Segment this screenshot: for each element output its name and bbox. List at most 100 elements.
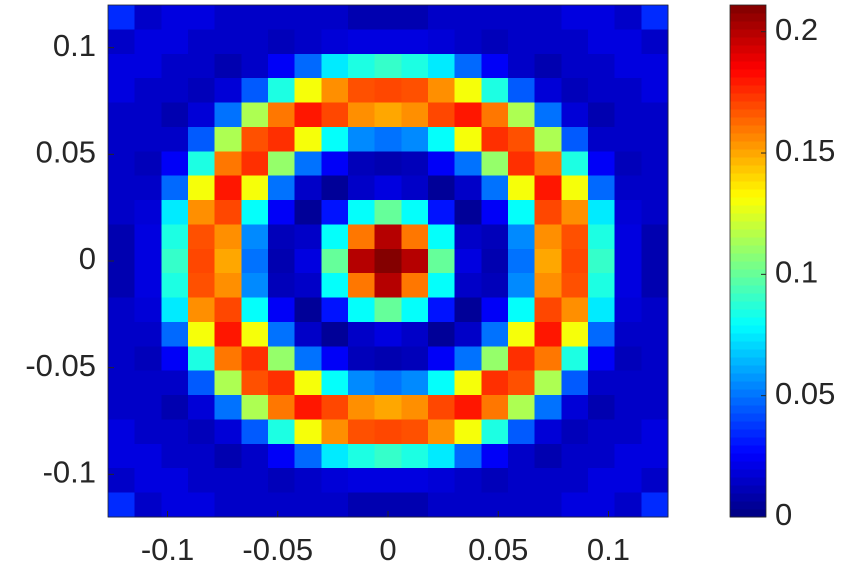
heatmap-cell — [588, 443, 616, 469]
heatmap-cell — [161, 419, 189, 445]
heatmap-cell — [454, 468, 482, 494]
heatmap-cell — [134, 321, 162, 347]
heatmap-cell — [561, 273, 589, 299]
heatmap-cell — [454, 297, 482, 323]
heatmap-cell — [481, 53, 509, 79]
heatmap-cell — [588, 248, 616, 274]
heatmap-cell — [561, 443, 589, 469]
heatmap-cell — [294, 151, 322, 177]
colorbar-band — [730, 197, 766, 206]
heatmap-cell — [561, 346, 589, 372]
heatmap-cell — [534, 468, 562, 494]
heatmap-cell — [428, 297, 456, 323]
heatmap-cell — [321, 419, 349, 445]
heatmap-cell — [454, 273, 482, 299]
heatmap-cell — [214, 151, 242, 177]
colorbar-band — [730, 53, 766, 62]
heatmap-cell — [108, 492, 136, 518]
heatmap-cell — [294, 321, 322, 347]
heatmap-cell — [534, 370, 562, 396]
heatmap-cell — [134, 53, 162, 79]
heatmap-cell — [374, 151, 402, 177]
heatmap-cell — [588, 321, 616, 347]
colorbar-band — [730, 373, 766, 382]
heatmap-cell — [161, 395, 189, 420]
heatmap-cell — [134, 151, 162, 177]
heatmap-cell — [508, 175, 536, 201]
heatmap-cell — [401, 29, 429, 55]
heatmap-cell — [161, 273, 189, 299]
heatmap-cell — [401, 126, 429, 152]
colorbar-band — [730, 173, 766, 182]
colorbar-band — [730, 93, 766, 102]
heatmap-cell — [161, 297, 189, 323]
heatmap-cell — [454, 53, 482, 79]
heatmap-cell — [641, 5, 669, 30]
heatmap-cell — [161, 370, 189, 396]
heatmap-cell — [561, 126, 589, 152]
heatmap-cell — [401, 5, 429, 30]
heatmap-cell — [241, 297, 269, 323]
colorbar-band — [730, 181, 766, 190]
heatmap-cell — [134, 297, 162, 323]
heatmap-cell — [454, 126, 482, 152]
heatmap-cell — [561, 224, 589, 250]
heatmap-cell — [108, 321, 136, 347]
heatmap-cell — [401, 248, 429, 274]
heatmap-cell — [188, 78, 216, 104]
heatmap-cell — [188, 224, 216, 250]
heatmap-cell — [214, 321, 242, 347]
heatmap-cell — [428, 175, 456, 201]
heatmap-cell — [321, 126, 349, 152]
heatmap-cell — [161, 151, 189, 177]
colorbar-band — [730, 157, 766, 166]
heatmap-cell — [614, 126, 642, 152]
heatmap-cell — [188, 346, 216, 372]
colorbar-band — [730, 45, 766, 54]
colorbar-band — [730, 349, 766, 358]
heatmap-cell — [561, 419, 589, 445]
heatmap-cell — [214, 200, 242, 225]
heatmap-cell — [508, 297, 536, 323]
heatmap-cell — [614, 492, 642, 518]
heatmap-cell — [401, 53, 429, 79]
heatmap-cell — [428, 151, 456, 177]
heatmap-cell — [508, 29, 536, 55]
heatmap-cell — [321, 5, 349, 30]
heatmap-cell — [294, 175, 322, 201]
heatmap-cell — [321, 53, 349, 79]
heatmap-cell — [534, 419, 562, 445]
heatmap-cell — [294, 53, 322, 79]
heatmap-cell — [214, 468, 242, 494]
heatmap-cell — [641, 78, 669, 104]
colorbar-band — [730, 445, 766, 454]
heatmap-cell — [481, 395, 509, 420]
heatmap-cell — [241, 492, 269, 518]
heatmap-cell — [214, 29, 242, 55]
heatmap-cell — [374, 175, 402, 201]
heatmap-cell — [108, 126, 136, 152]
heatmap-cell — [481, 443, 509, 469]
heatmap-cell — [614, 78, 642, 104]
heatmap-cell — [241, 78, 269, 104]
heatmap-cell — [134, 443, 162, 469]
heatmap-cell — [401, 151, 429, 177]
heatmap-cell — [401, 224, 429, 250]
heatmap-cell — [348, 443, 376, 469]
heatmap-cell — [508, 53, 536, 79]
heatmap-cell — [108, 151, 136, 177]
heatmap-cell — [561, 200, 589, 225]
heatmap-cell — [641, 321, 669, 347]
heatmap-cell — [214, 102, 242, 128]
heatmap-cell — [588, 395, 616, 420]
colorbar-band — [730, 237, 766, 246]
heatmap-cell — [188, 29, 216, 55]
heatmap-cell — [108, 78, 136, 104]
heatmap-cell — [508, 248, 536, 274]
heatmap-cell — [161, 29, 189, 55]
heatmap-cell — [588, 126, 616, 152]
heatmap-cell — [134, 126, 162, 152]
heatmap-cell — [428, 248, 456, 274]
heatmap-cell — [241, 443, 269, 469]
heatmap-cell — [534, 78, 562, 104]
